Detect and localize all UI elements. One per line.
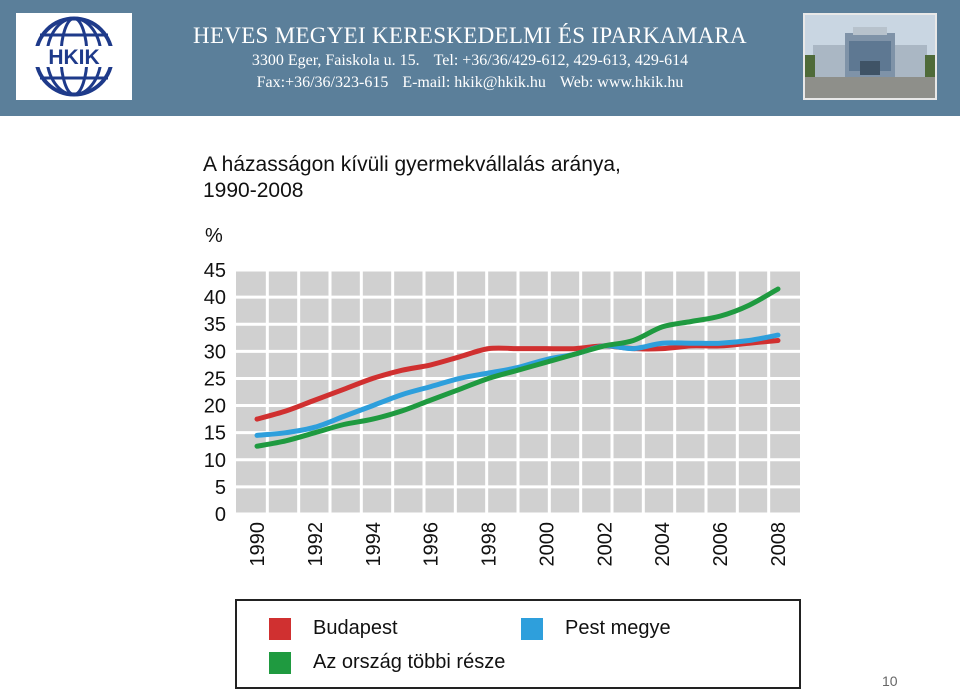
header-banner: HKIK HEVES MEGYEI KERESKEDELMI ÉS IPARKA…: [0, 0, 960, 116]
phone: Tel: +36/36/429-612, 429-613, 429-614: [433, 52, 689, 69]
x-tick-label: 1998: [479, 522, 501, 567]
x-tick-label: 2000: [536, 522, 558, 567]
logo-text: HKIK: [48, 46, 99, 69]
x-tick-label: 1996: [421, 522, 443, 567]
header-text: HEVES MEGYEI KERESKEDELMI ÉS IPARKAMARA …: [150, 22, 790, 94]
x-tick-label: 2004: [652, 522, 674, 567]
y-tick-label: 20: [204, 396, 226, 418]
y-tick-label: 0: [215, 504, 226, 526]
contact-line: Fax:+36/36/323-615 E-mail: hkik@hkik.hu We…: [150, 72, 790, 94]
series-line-other-regions: [254, 286, 781, 449]
legend-item-other-regions: Az ország többi része: [269, 651, 505, 674]
globe-logo-icon: HKIK: [22, 16, 126, 97]
legend-swatch-budapest: [269, 617, 291, 640]
y-tick-label: 10: [204, 450, 226, 472]
x-tick-label: 2008: [768, 522, 790, 567]
email: E-mail: hkik@hkik.hu: [402, 74, 546, 91]
y-axis-unit: %: [205, 225, 223, 247]
y-tick-label: 25: [204, 368, 226, 390]
x-tick-label: 1992: [305, 522, 327, 567]
chart-title: A házasságon kívüli gyermekvállalás arán…: [203, 152, 763, 204]
address-line: 3300 Eger, Faiskola u. 15. Tel: +36/36/42…: [150, 50, 790, 72]
chart-title-line2: 1990-2008: [203, 179, 304, 202]
legend-label-budapest: Budapest: [313, 617, 398, 639]
y-tick-label: 45: [204, 260, 226, 282]
chart-legend: Budapest Pest megye Az ország többi rész…: [235, 599, 801, 689]
y-tick-label: 15: [204, 423, 226, 445]
chart-title-line1: A házasságon kívüli gyermekvállalás arán…: [203, 153, 621, 176]
building-photo: [803, 13, 937, 100]
hkik-logo: HKIK: [16, 13, 132, 100]
x-tick-label: 1990: [247, 522, 269, 567]
y-tick-label: 5: [215, 477, 226, 499]
x-tick-label: 1994: [363, 522, 385, 567]
legend-label-other-regions: Az ország többi része: [313, 651, 506, 673]
address: 3300 Eger, Faiskola u. 15.: [251, 52, 420, 69]
y-tick-label: 30: [204, 341, 226, 363]
y-tick-label: 40: [204, 287, 226, 309]
web: Web: www.hkik.hu: [559, 74, 684, 91]
x-tick-label: 2002: [594, 522, 616, 567]
fax: Fax:+36/36/323-615: [256, 74, 389, 91]
page-number: 10: [882, 673, 898, 689]
y-tick-label: 35: [204, 314, 226, 336]
building-image-icon: [805, 15, 935, 98]
legend-item-budapest: Budapest: [269, 617, 398, 640]
legend-swatch-other-regions: [269, 651, 291, 674]
legend-label-pest-megye: Pest megye: [565, 617, 671, 639]
org-name: HEVES MEGYEI KERESKEDELMI ÉS IPARKAMARA: [193, 23, 747, 48]
series-line-budapest: [254, 338, 781, 422]
legend-item-pest-megye: Pest megye: [521, 617, 671, 640]
series-line-pest-megye: [254, 332, 781, 438]
legend-swatch-pest-megye: [521, 617, 543, 640]
x-tick-label: 2006: [710, 522, 732, 567]
